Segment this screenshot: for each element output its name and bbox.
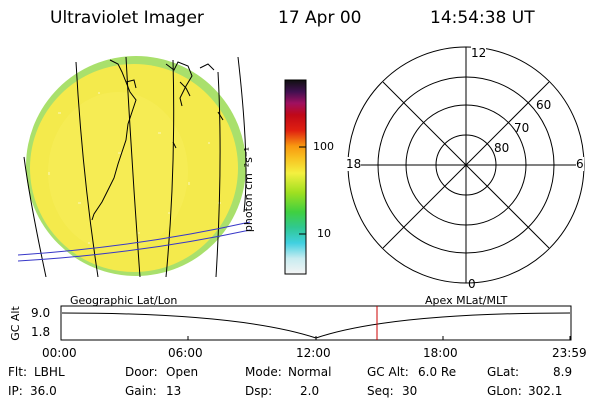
altitude-axis-label: GC Alt	[8, 306, 22, 341]
color-scale-bar	[284, 79, 307, 275]
gain-value: 13	[166, 384, 182, 398]
polar-plot	[347, 46, 585, 284]
orbit-track	[18, 221, 251, 262]
lat-label-70: 70	[514, 121, 530, 135]
image-noise	[48, 92, 221, 244]
mlt-label-18: 18	[346, 157, 362, 171]
date-label: 17 Apr 00	[278, 8, 362, 28]
x-tick-1800: 18:00	[423, 346, 458, 360]
uv-image-panel	[18, 56, 251, 277]
altitude-plot-frame	[60, 305, 572, 341]
flt-value: LBHL	[34, 365, 65, 379]
door-label: Door:	[125, 365, 158, 379]
lon-grid-lines	[23, 56, 247, 277]
x-tick-0600: 06:00	[168, 346, 203, 360]
x-tick-2359: 23:59	[552, 346, 587, 360]
gain-label: Gain:	[125, 384, 157, 398]
gcalt-label: GC Alt:	[367, 365, 409, 379]
seq-value: 30	[402, 384, 418, 398]
app-title: Ultraviolet Imager	[50, 8, 204, 28]
mode-label: Mode:	[245, 365, 282, 379]
flt-label: Flt:	[8, 365, 27, 379]
coastline	[91, 59, 224, 221]
glon-label: GLon:	[487, 384, 522, 398]
glat-label: GLat:	[487, 365, 520, 379]
ip-label: IP:	[8, 384, 23, 398]
geographic-coords-label: Geographic Lat/Lon	[70, 294, 178, 307]
x-tick-1200: 12:00	[296, 346, 331, 360]
colorbar-unit-label: photon cm⁻²s⁻¹	[242, 146, 256, 233]
glat-value: 8.9	[553, 365, 573, 379]
glon-value: 302.1	[528, 384, 563, 398]
lat-label-80: 80	[494, 141, 510, 155]
lat-label-60: 60	[536, 98, 552, 112]
x-tick-0000: 00:00	[42, 346, 77, 360]
time-label: 14:54:38 UT	[430, 8, 535, 28]
mlt-label-12: 12	[471, 46, 487, 60]
altitude-plot	[60, 305, 572, 341]
mlt-label-0: 0	[468, 277, 476, 291]
altitude-y-min: 1.8	[31, 325, 51, 339]
mode-value: Normal	[288, 365, 332, 379]
altitude-y-max: 9.0	[31, 306, 51, 320]
dsp-value: 2.0	[300, 384, 320, 398]
polar-diagonal-2	[382, 81, 550, 249]
gcalt-value: 6.0 Re	[418, 365, 457, 379]
mlt-label-6: 6	[576, 157, 584, 171]
colorbar-tick-100: 100	[313, 140, 334, 153]
colorbar-tick-10: 10	[317, 227, 331, 240]
ip-value: 36.0	[30, 384, 57, 398]
dsp-label: Dsp:	[245, 384, 273, 398]
apex-coords-label: Apex MLat/MLT	[425, 294, 508, 307]
door-value: Open	[166, 365, 199, 379]
seq-label: Seq:	[367, 384, 394, 398]
altitude-curve	[61, 312, 571, 339]
